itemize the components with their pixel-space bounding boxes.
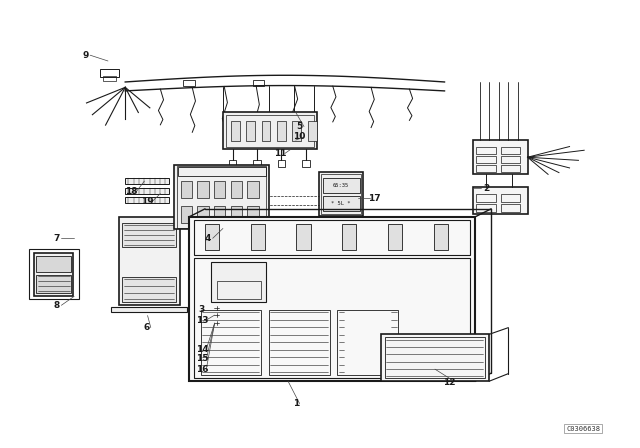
Text: 18: 18 — [125, 187, 138, 196]
Bar — [36, 256, 71, 272]
Bar — [223, 185, 266, 229]
Text: 4: 4 — [205, 234, 211, 243]
Bar — [500, 204, 520, 212]
Bar — [200, 310, 261, 375]
Bar — [216, 281, 261, 299]
Bar — [177, 166, 266, 228]
Bar — [388, 224, 402, 250]
Bar — [262, 121, 271, 141]
Bar — [125, 188, 169, 194]
Bar — [476, 155, 495, 163]
Text: * 5L *: * 5L * — [332, 201, 351, 206]
Bar — [211, 262, 266, 302]
Bar — [230, 206, 242, 223]
Bar — [476, 194, 495, 202]
Bar — [29, 250, 79, 298]
Bar — [226, 115, 314, 147]
Bar — [500, 194, 520, 202]
Bar — [174, 164, 269, 229]
Bar — [277, 121, 286, 141]
Text: 11: 11 — [274, 149, 287, 158]
Text: C0306638: C0306638 — [566, 426, 600, 431]
Text: 9: 9 — [83, 51, 89, 60]
Text: 6: 6 — [143, 323, 149, 332]
Bar — [223, 112, 317, 149]
Bar — [214, 206, 225, 223]
Bar — [246, 121, 255, 141]
Bar — [342, 224, 356, 250]
Bar — [253, 159, 261, 167]
Text: 10: 10 — [293, 133, 306, 142]
Bar — [36, 275, 71, 293]
Bar — [111, 306, 187, 312]
Bar — [476, 164, 495, 172]
Bar — [197, 181, 209, 198]
Bar — [381, 334, 489, 381]
Bar — [253, 80, 264, 86]
Bar — [296, 224, 310, 250]
Bar — [337, 310, 398, 375]
Circle shape — [431, 224, 468, 250]
Bar — [225, 187, 264, 228]
Bar — [292, 121, 301, 141]
Bar — [319, 172, 364, 216]
Bar — [500, 164, 520, 172]
Bar — [182, 80, 195, 86]
Text: 16: 16 — [196, 365, 208, 374]
Bar — [302, 159, 310, 167]
Bar — [100, 69, 119, 77]
Text: 17: 17 — [368, 194, 381, 202]
Text: 19: 19 — [141, 197, 154, 206]
Bar — [269, 310, 330, 375]
Bar — [278, 159, 285, 167]
Text: 1: 1 — [292, 399, 299, 408]
Bar — [125, 197, 169, 202]
Bar — [194, 220, 470, 255]
Bar — [125, 178, 169, 184]
Circle shape — [446, 234, 454, 240]
Bar — [500, 147, 520, 154]
Bar — [321, 174, 361, 214]
Text: 5: 5 — [296, 122, 303, 131]
Bar — [180, 206, 192, 223]
Text: 13: 13 — [196, 315, 208, 324]
Bar — [122, 223, 176, 247]
Text: 15: 15 — [196, 354, 208, 363]
Bar — [197, 206, 209, 223]
Bar — [251, 224, 265, 250]
Bar — [34, 253, 74, 296]
Bar — [230, 121, 239, 141]
Text: 3: 3 — [199, 305, 205, 314]
Bar — [308, 121, 317, 141]
Bar — [119, 217, 179, 305]
Bar — [214, 181, 225, 198]
Text: 8: 8 — [54, 301, 60, 310]
Text: 12: 12 — [443, 378, 455, 387]
Bar — [180, 181, 192, 198]
Bar — [177, 167, 266, 176]
Bar — [189, 217, 475, 381]
Bar — [103, 76, 116, 81]
Bar — [205, 224, 219, 250]
Bar — [194, 258, 470, 378]
Text: 14: 14 — [196, 345, 208, 353]
Text: 2: 2 — [483, 184, 489, 193]
Bar — [476, 204, 495, 212]
Bar — [122, 277, 176, 302]
Bar — [230, 181, 242, 198]
Bar — [323, 196, 360, 211]
Bar — [323, 178, 360, 193]
Bar — [473, 141, 527, 174]
Bar — [228, 159, 236, 167]
Bar — [476, 147, 495, 154]
Bar — [434, 224, 448, 250]
Text: 7: 7 — [54, 234, 60, 243]
Bar — [473, 187, 527, 214]
Bar — [247, 206, 259, 223]
Text: 65:35: 65:35 — [333, 183, 349, 188]
Bar — [247, 181, 259, 198]
Bar — [385, 337, 484, 378]
Bar — [500, 155, 520, 163]
